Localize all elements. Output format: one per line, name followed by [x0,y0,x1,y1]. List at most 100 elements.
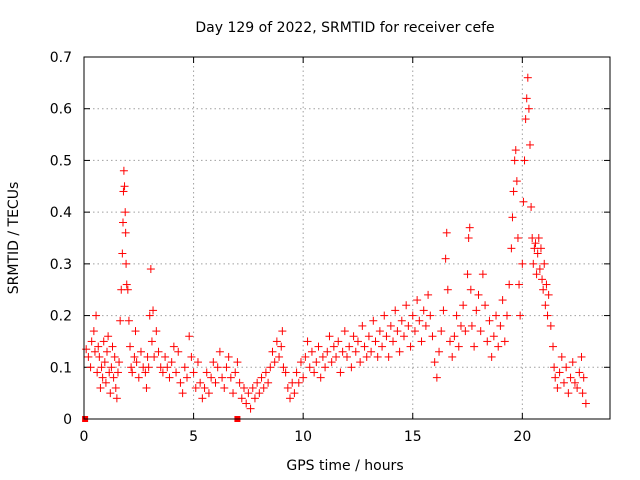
y-tick-label: 0.5 [50,153,72,169]
data-point [253,378,262,387]
data-point [154,347,163,356]
data-point [104,332,113,341]
data-point [301,352,310,361]
data-point [443,285,452,294]
data-point [507,244,516,253]
data-point [255,389,264,398]
data-point [95,352,104,361]
data-point [570,378,579,387]
data-point [442,228,451,237]
data-point [532,270,541,279]
data-point [124,316,133,325]
data-point [89,327,98,336]
data-point [191,383,200,392]
data-point [539,285,548,294]
data-point [200,383,209,392]
data-point [369,316,378,325]
data-point [264,378,273,387]
data-point [509,187,518,196]
data-point [196,378,205,387]
data-point [152,327,161,336]
data-point [459,301,468,310]
data-point [404,321,413,330]
data-point [325,332,334,341]
data-point [226,373,235,382]
data-point [209,358,218,367]
data-point [119,187,128,196]
data-point [485,316,494,325]
data-point [141,368,150,377]
data-point [122,280,131,289]
data-points [82,73,590,422]
data-point [470,342,479,351]
data-point [244,389,253,398]
data-point [367,347,376,356]
data-point [450,332,459,341]
data-point [118,249,127,258]
data-point [294,378,303,387]
data-point [382,332,391,341]
data-point [378,342,387,351]
data-point [268,347,277,356]
data-point [522,94,531,103]
data-point [248,383,257,392]
data-point [520,156,529,165]
data-point [278,327,287,336]
data-point [286,394,295,403]
data-point [430,358,439,367]
data-point [557,352,566,361]
data-point [456,321,465,330]
data-point [110,352,119,361]
axis-ticks: 0 5 10 15 20 0 0.1 0.2 0.3 0.4 0.5 0.6 0.7 [50,50,610,445]
data-point [518,259,527,268]
data-point [310,368,319,377]
data-point [332,352,341,361]
data-point [467,321,476,330]
data-point [142,383,151,392]
data-point [464,234,473,242]
data-point [303,337,312,346]
data-point [222,363,231,372]
data-point [93,368,102,377]
data-point [551,373,560,382]
data-point [115,358,124,367]
data-point [111,383,120,392]
data-point [112,394,121,403]
data-point [384,352,393,361]
data-point [122,259,131,268]
data-point [250,394,259,403]
data-point [581,399,590,408]
data-point [107,363,116,372]
data-point [353,337,362,346]
data-point [494,342,503,351]
data-point [358,321,367,330]
data-point [575,368,584,377]
data-point [349,332,358,341]
data-point [283,383,292,392]
x-tick-label: 0 [80,429,89,445]
data-point [564,389,573,398]
data-point [131,327,140,336]
data-point [531,239,540,248]
data-point [360,342,369,351]
data-point [239,383,248,392]
data-point [272,337,281,346]
data-point [512,177,521,186]
data-point [161,352,170,361]
y-tick-label: 0.1 [50,360,72,376]
data-point [327,358,336,367]
x-tick-label: 15 [404,429,422,445]
data-point [380,311,389,320]
data-point [334,337,343,346]
data-point [389,337,398,346]
data-point [149,306,158,315]
data-point [94,342,103,351]
data-point [542,280,551,289]
data-point [526,140,535,149]
grid [84,57,610,419]
data-point [549,342,558,351]
data-point [132,358,141,367]
data-point [555,368,564,377]
data-point [106,389,115,398]
